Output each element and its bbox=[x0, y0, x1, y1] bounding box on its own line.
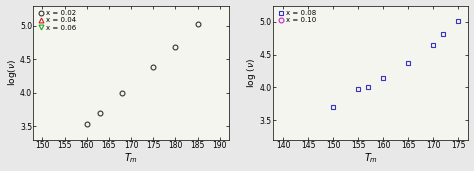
X-axis label: $T_m$: $T_m$ bbox=[364, 152, 378, 166]
Legend: x = 0.02, x = 0.04, x = 0.06: x = 0.02, x = 0.04, x = 0.06 bbox=[37, 9, 78, 32]
Y-axis label: log($\nu$): log($\nu$) bbox=[6, 59, 18, 86]
Y-axis label: log ($\nu$): log ($\nu$) bbox=[246, 58, 258, 88]
Legend: x = 0.08, x = 0.10: x = 0.08, x = 0.10 bbox=[277, 9, 318, 25]
X-axis label: $T_m$: $T_m$ bbox=[124, 152, 138, 166]
